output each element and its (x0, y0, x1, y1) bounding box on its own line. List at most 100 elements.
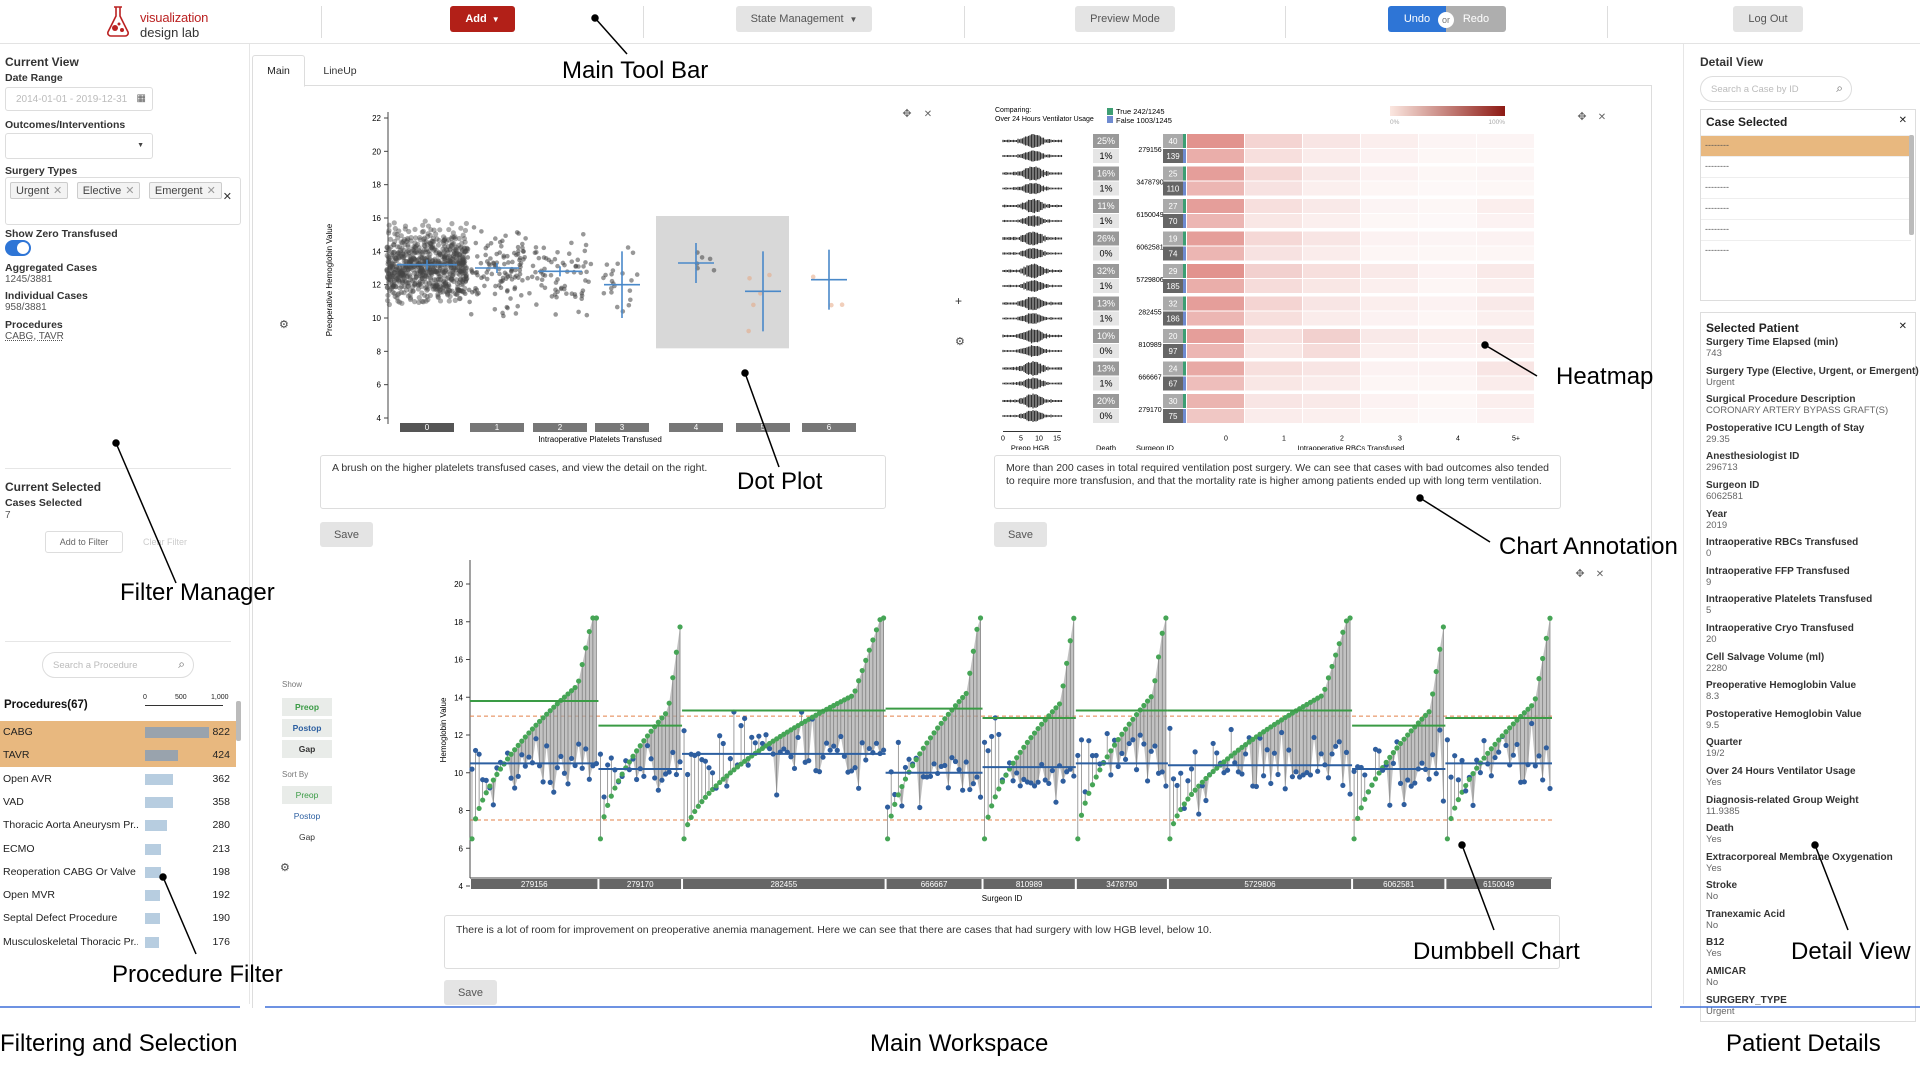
dot-plot-save-button[interactable]: Save (320, 522, 373, 547)
case-list-scrollbar[interactable] (1909, 135, 1914, 235)
tag-emergent[interactable]: Emergent ✕ (148, 182, 222, 199)
surgery-types-select[interactable]: Urgent ✕ Elective ✕ Emergent ✕ ✕ (5, 177, 241, 225)
case-list-item[interactable]: -------- (1701, 240, 1911, 261)
remove-tag-icon[interactable]: ✕ (206, 185, 216, 197)
procedure-row[interactable]: Musculoskeletal Thoracic Pr... 176 (0, 931, 236, 954)
sort-gap-button[interactable]: Gap (298, 832, 316, 842)
dot (437, 274, 443, 280)
dot (453, 255, 460, 261)
callout-dot-plot: Dot Plot (737, 468, 823, 495)
case-list-item[interactable]: -------- (1701, 156, 1911, 177)
state-management-button[interactable]: State Management ▼ (736, 6, 872, 32)
show-postop-button[interactable]: Postop (282, 719, 332, 737)
procedures-scrollbar[interactable] (236, 701, 241, 741)
heatmap-settings-icon[interactable]: ⚙ (955, 336, 965, 348)
heat-cell (1477, 394, 1534, 408)
tab-lineup[interactable]: LineUp (323, 65, 357, 77)
dot (462, 239, 468, 245)
clear-all-icon[interactable]: ✕ (222, 191, 232, 203)
tab-main[interactable]: Main (252, 55, 305, 87)
close-icon[interactable]: ✕ (1898, 321, 1907, 332)
dumbbell-annotation-box[interactable]: There is a lot of room for improvement o… (444, 915, 1560, 969)
heat-cell (1187, 134, 1244, 148)
sort-postop-button[interactable]: Postop (293, 811, 321, 821)
case-list-item[interactable]: -------- (1701, 135, 1911, 156)
procedure-row[interactable]: Septal Defect Procedure 190 (0, 907, 236, 930)
main-toolbar: visualization design lab Add ▼ State Mana… (0, 0, 1920, 44)
postop-dot (863, 757, 869, 763)
tag-elective[interactable]: Elective ✕ (76, 182, 141, 199)
add-button[interactable]: Add ▼ (450, 6, 515, 32)
dot (392, 269, 398, 275)
logout-button[interactable]: Log Out (1733, 6, 1803, 32)
patient-fields: Surgery Time Elapsed (min) 743 Surgery Typ… (1706, 337, 1919, 1023)
dot-plot-annotation-box[interactable]: A brush on the higher platelets transfus… (320, 455, 886, 509)
dot-plot-settings-icon[interactable]: ⚙ (279, 319, 289, 331)
sort-preop-button[interactable]: Preop (282, 786, 332, 804)
postop-dot (1010, 778, 1016, 784)
dot (443, 268, 449, 274)
dot (430, 235, 436, 241)
dot (407, 259, 413, 265)
outcomes-select[interactable]: ▼ (5, 133, 153, 159)
preop-dot (1322, 686, 1328, 692)
tag-urgent[interactable]: Urgent ✕ (10, 182, 69, 199)
show-preop-button[interactable]: Preop (282, 698, 332, 716)
procedure-row[interactable]: Open MVR 192 (0, 884, 236, 907)
procedure-row[interactable]: CABG 822 (0, 721, 236, 744)
case-count-false: 97 (1169, 347, 1178, 356)
redo-button[interactable]: Redo (1446, 6, 1506, 32)
heat-cell (1303, 279, 1360, 293)
dot (394, 231, 400, 237)
case-search-input[interactable]: Search a Case by ID ⌕ (1700, 76, 1852, 102)
dot (419, 268, 425, 274)
dumbbell-settings-icon[interactable]: ⚙ (280, 862, 290, 874)
case-list-item[interactable]: -------- (1701, 219, 1911, 240)
case-count-false: 75 (1169, 412, 1178, 421)
dot (433, 269, 439, 275)
close-icon[interactable]: ✕ (1898, 115, 1907, 126)
show-zero-toggle[interactable] (5, 240, 31, 256)
procedure-row[interactable]: ECMO 213 (0, 838, 236, 861)
date-range-input[interactable]: 2014-01-01 - 2019-12-31 ▦ (5, 87, 153, 111)
dot (418, 266, 425, 272)
dot (398, 233, 404, 239)
x-tick-label: 5 (761, 423, 766, 432)
preop-dot (655, 719, 661, 725)
case-list-item[interactable]: -------- (1701, 198, 1911, 219)
postop-dot (512, 785, 518, 791)
preop-dot (985, 814, 991, 820)
clear-filter-button[interactable]: Clear Filter (142, 537, 187, 547)
heatmap-chart[interactable]: Comparing:Over 24 Hours Ventilator Usage… (975, 100, 1615, 450)
dot (758, 291, 763, 296)
show-gap-button[interactable]: Gap (282, 740, 332, 758)
heat-cell (1187, 214, 1244, 228)
heatmap-save-button[interactable]: Save (994, 522, 1047, 547)
heatmap-annotation-box[interactable]: More than 200 cases in total required ve… (994, 455, 1561, 509)
procedure-row[interactable]: Open AVR 362 (0, 768, 236, 791)
undo-button[interactable]: Undo (1388, 6, 1446, 32)
procedure-row[interactable]: TAVR 424 (0, 744, 236, 768)
death-cell (1093, 264, 1119, 278)
remove-tag-icon[interactable]: ✕ (53, 185, 63, 197)
procedure-row[interactable]: Reoperation CABG Or Valve ... 198 (0, 861, 236, 884)
dot (429, 238, 435, 244)
dot (409, 257, 415, 263)
procedure-row[interactable]: VAD 358 (0, 791, 236, 814)
heat-cell (1187, 166, 1244, 181)
remove-tag-icon[interactable]: ✕ (125, 185, 135, 197)
heat-cell (1303, 361, 1360, 376)
dumbbell-save-button[interactable]: Save (444, 980, 497, 1005)
procedure-search-input[interactable]: Search a Procedure ⌕ (42, 652, 194, 678)
y-tick-label: 22 (372, 114, 381, 123)
procedure-count: 822 (212, 726, 230, 738)
add-to-filter-button[interactable]: Add to Filter (45, 531, 123, 553)
case-list-item[interactable]: -------- (1701, 177, 1911, 198)
count-cell (1163, 231, 1183, 246)
preview-mode-button[interactable]: Preview Mode (1075, 6, 1175, 32)
heat-cell (1419, 376, 1476, 391)
add-chart-icon[interactable]: + (955, 294, 963, 308)
procedure-row[interactable]: Thoracic Aorta Aneurysm Pr... 280 (0, 814, 236, 837)
